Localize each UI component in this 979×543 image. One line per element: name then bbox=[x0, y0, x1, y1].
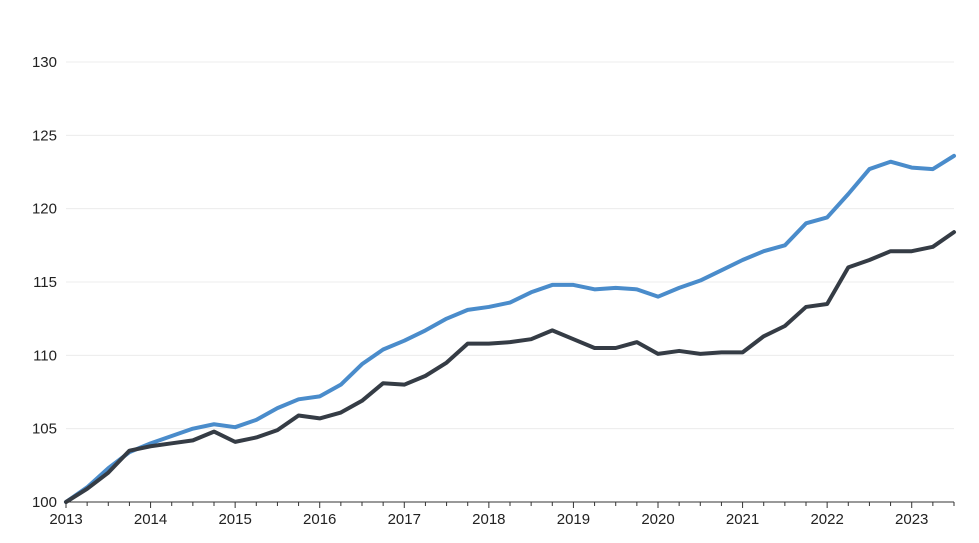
y-tick-label-130: 130 bbox=[32, 54, 57, 71]
x-tick-label-2013: 2013 bbox=[49, 511, 82, 528]
x-tick-label-2022: 2022 bbox=[810, 511, 843, 528]
x-tick-label-2023: 2023 bbox=[895, 511, 928, 528]
y-tick-label-115: 115 bbox=[33, 274, 57, 291]
x-tick-label-2016: 2016 bbox=[303, 511, 336, 528]
x-tick-label-2014: 2014 bbox=[134, 511, 167, 528]
series-layer bbox=[64, 153, 956, 504]
x-tick-label-2015: 2015 bbox=[218, 511, 251, 528]
y-tick-label-110: 110 bbox=[33, 347, 57, 364]
x-tick-label-2020: 2020 bbox=[641, 511, 674, 528]
x-tick-label-2021: 2021 bbox=[726, 511, 759, 528]
series-line-1 bbox=[64, 153, 956, 504]
x-axis: 2013 2014 2015 2016 2017 2018 2019 2020 2021 2022… bbox=[49, 501, 955, 528]
x-tick-label-2019: 2019 bbox=[557, 511, 590, 528]
x-tick-label-2017: 2017 bbox=[388, 511, 421, 528]
y-tick-label-120: 120 bbox=[32, 201, 57, 218]
x-tick-label-2018: 2018 bbox=[472, 511, 505, 528]
gridlines bbox=[66, 61, 954, 430]
y-tick-label-100: 100 bbox=[32, 494, 57, 511]
y-tick-label-125: 125 bbox=[32, 127, 57, 144]
y-tick-label-105: 105 bbox=[32, 421, 57, 438]
y-axis-ticks: 100 105 110 115 120 125 130 bbox=[32, 54, 57, 511]
series-line-2 bbox=[64, 230, 956, 504]
